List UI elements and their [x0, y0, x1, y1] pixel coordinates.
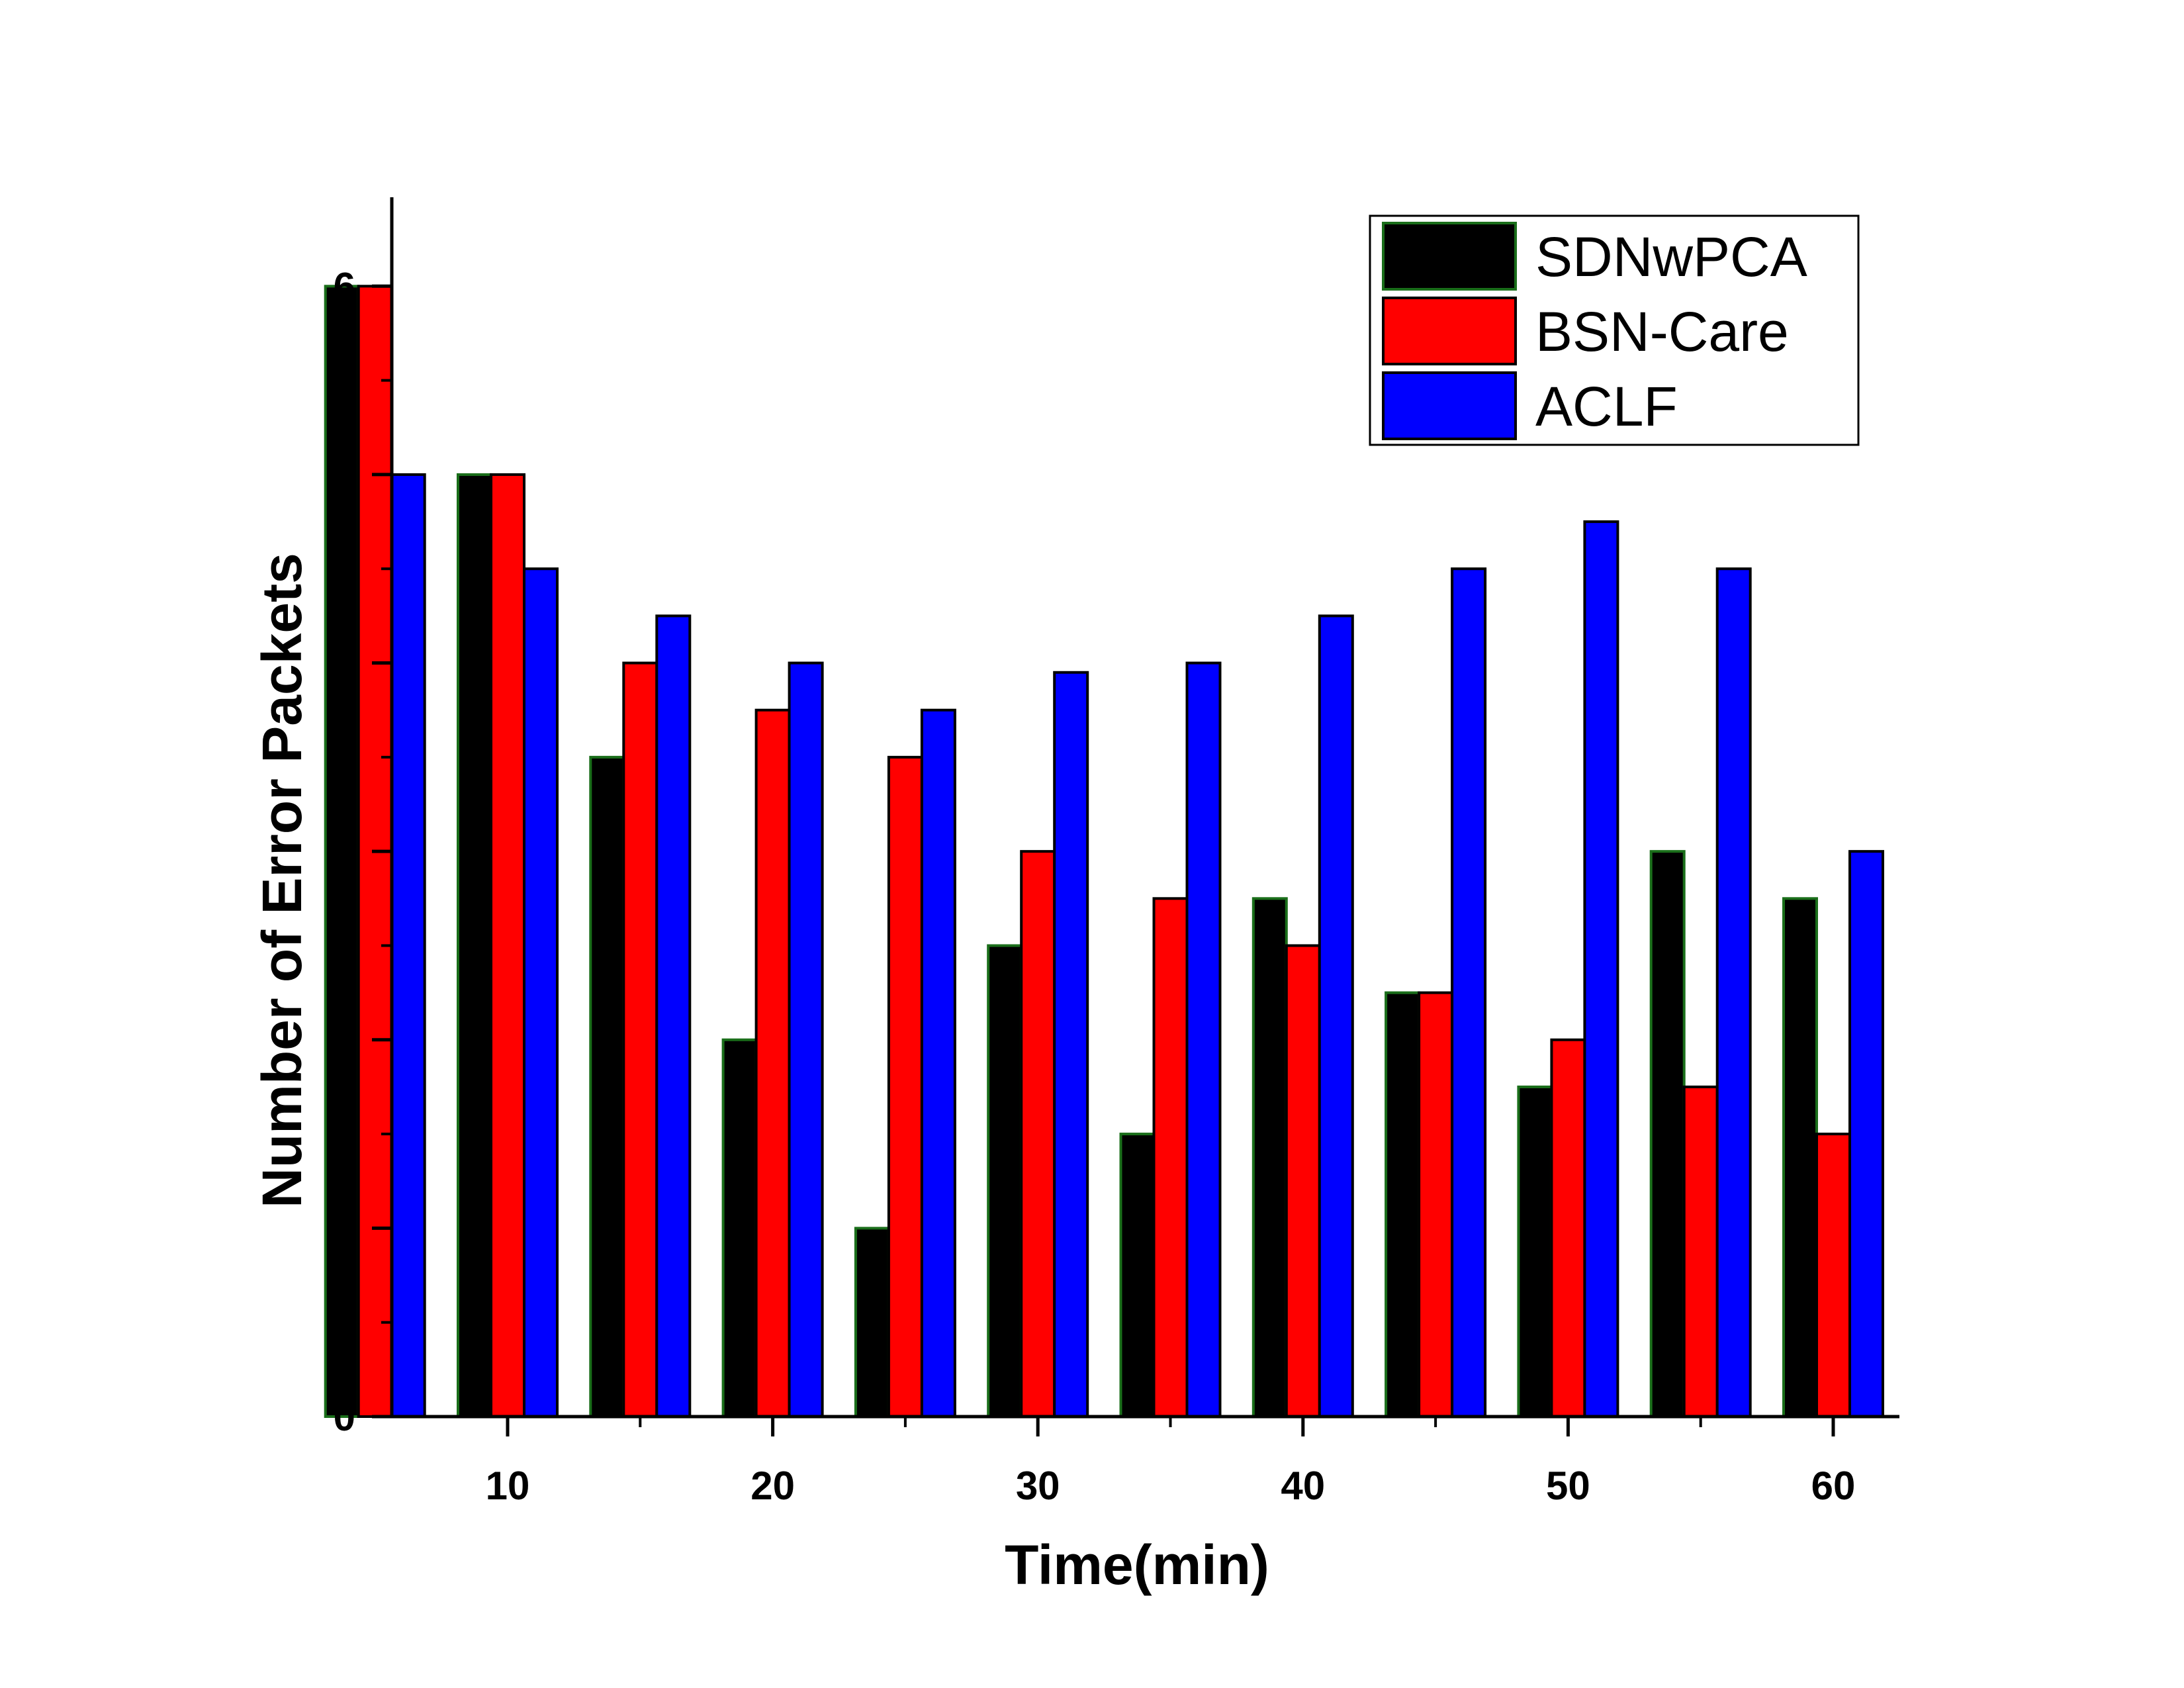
x-tick-label-10: 10 [486, 1464, 530, 1508]
bar-aclf-25 [920, 708, 956, 1418]
y-tick-label-3: 3 [334, 829, 355, 874]
bar-aclf-30 [1053, 671, 1089, 1418]
bar-aclf-60 [1848, 850, 1884, 1418]
bar-bsn-care-55 [1682, 1085, 1719, 1419]
bar-bsn-care-50 [1550, 1038, 1586, 1419]
bar-sdnwpca-45 [1385, 991, 1421, 1418]
legend-label-aclf: ACLF [1535, 375, 1678, 438]
bar-aclf-55 [1715, 567, 1752, 1419]
x-axis-title: Time(min) [1005, 1534, 1269, 1596]
bar-aclf-40 [1318, 614, 1354, 1418]
x-tick-label-30: 30 [1016, 1464, 1060, 1508]
bar-aclf-15 [655, 614, 692, 1418]
legend-swatch-sdnwpca [1382, 222, 1517, 291]
bar-bsn-care-15 [622, 661, 659, 1418]
bar-aclf-50 [1583, 520, 1619, 1418]
bar-sdnwpca-40 [1251, 897, 1288, 1419]
bar-aclf-35 [1185, 661, 1222, 1418]
legend-swatch-bsn-care [1382, 297, 1517, 365]
axes-group [390, 197, 1899, 1419]
bar-sdnwpca-25 [854, 1227, 890, 1419]
bar-sdnwpca-20 [721, 1038, 758, 1419]
legend-label-sdnwpca: SDNwPCA [1535, 226, 1807, 288]
bar-sdnwpca-5 [324, 285, 360, 1418]
x-tick-label-50: 50 [1546, 1464, 1590, 1508]
legend-label-bsn-care: BSN-Care [1535, 301, 1789, 363]
y-tick-label-0: 0 [334, 1395, 355, 1439]
legend: SDNwPCA BSN-Care ACLF [1369, 214, 1860, 446]
bar-bsn-care-30 [1020, 850, 1056, 1418]
bar-aclf-5 [390, 473, 426, 1418]
legend-swatch-aclf [1382, 371, 1517, 440]
x-tick-label-40: 40 [1281, 1464, 1325, 1508]
bar-bsn-care-20 [754, 708, 791, 1418]
bar-sdnwpca-60 [1782, 897, 1818, 1419]
bars-group [324, 285, 1884, 1419]
x-tick-label-60: 60 [1811, 1464, 1856, 1508]
y-tick-label-5: 5 [334, 453, 355, 497]
bar-sdnwpca-55 [1649, 850, 1686, 1418]
bar-sdnwpca-50 [1517, 1085, 1553, 1419]
ticks-group: 0 1 2 3 4 5 6 10 20 30 40 50 60 [334, 264, 1856, 1508]
y-tick-label-2: 2 [334, 1018, 355, 1062]
bar-sdnwpca-35 [1119, 1133, 1156, 1418]
bar-bsn-care-25 [887, 755, 923, 1419]
bar-sdnwpca-15 [589, 755, 625, 1419]
y-axis-title: Number of Error Packets [251, 553, 313, 1208]
bar-bsn-care-60 [1815, 1133, 1851, 1418]
x-tick-label-20: 20 [751, 1464, 795, 1508]
bar-sdnwpca-10 [457, 473, 492, 1418]
bar-aclf-10 [523, 567, 559, 1419]
bar-bsn-care-45 [1418, 991, 1454, 1418]
bar-bsn-care-10 [490, 473, 525, 1418]
y-tick-label-1: 1 [334, 1206, 355, 1250]
y-tick-label-6: 6 [334, 264, 355, 308]
bar-bsn-care-35 [1152, 897, 1189, 1419]
bar-aclf-45 [1451, 567, 1487, 1419]
bar-aclf-20 [788, 661, 824, 1418]
bar-bsn-care-40 [1285, 944, 1321, 1418]
y-tick-label-4: 4 [334, 641, 356, 686]
bar-sdnwpca-30 [987, 944, 1023, 1418]
